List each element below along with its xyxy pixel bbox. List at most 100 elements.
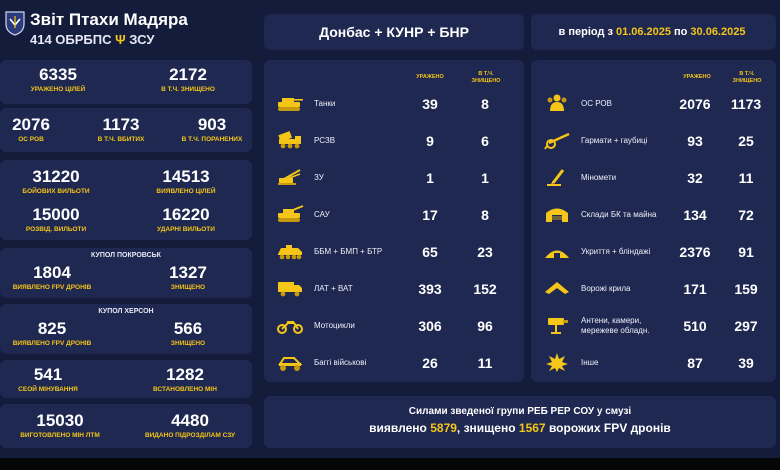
row-hit: 2076 bbox=[679, 95, 711, 112]
mortar-icon bbox=[543, 167, 571, 187]
row-name: Склади БК та майна bbox=[581, 210, 657, 219]
period-from: 01.06.2025 bbox=[615, 26, 672, 38]
row-name: Антени, камери, мережеве обладн. bbox=[581, 315, 650, 335]
row-destroyed: 8 bbox=[481, 206, 489, 223]
row-name: ББМ + БМП + БТР bbox=[314, 247, 383, 256]
report-header: Звіт Птахи Мадяра 414 ОБРБПС Ψ ЗСУ bbox=[0, 0, 260, 56]
col-destroyed-header: в т.ч. знищено bbox=[732, 71, 762, 84]
targets-table: уражено в т.ч. знищено ОС РОВ 2076 1173 … bbox=[531, 60, 776, 382]
personnel-icon bbox=[543, 93, 571, 113]
row-name: САУ bbox=[314, 210, 330, 219]
table-row: ББМ + БМП + БТР 65 23 bbox=[264, 233, 524, 270]
kherson-panel: купол херсон 825 виявлено fpv дронів 566 з… bbox=[0, 304, 252, 354]
stat-kherson-destroyed: 566 знищено bbox=[170, 319, 206, 348]
row-hit: 2376 bbox=[679, 243, 711, 260]
period-to: 30.06.2025 bbox=[690, 26, 746, 38]
targets-panel: 6335 уражено цілей 2172 в т.ч. знищено bbox=[0, 60, 252, 104]
row-destroyed: 6 bbox=[481, 132, 489, 149]
row-name: Інше bbox=[581, 358, 599, 367]
row-destroyed: 1 bbox=[481, 169, 489, 186]
period-prefix: в період з bbox=[558, 26, 613, 38]
row-hit: 510 bbox=[683, 317, 707, 334]
row-destroyed: 96 bbox=[477, 317, 493, 334]
fpv-detected: 5879 bbox=[430, 421, 457, 435]
stat-mines-issued: 4480 видано підрозділам сзу bbox=[144, 411, 236, 440]
truck-icon bbox=[276, 278, 304, 298]
manufacture-panel: 15030 виготовлено мін ЛТМ 4480 видано підр… bbox=[0, 404, 252, 448]
row-hit: 39 bbox=[422, 95, 438, 112]
stat-personnel: 2076 ос ров bbox=[12, 115, 50, 144]
row-destroyed: 39 bbox=[738, 354, 754, 371]
row-name: ЗУ bbox=[314, 173, 324, 182]
howitzer-icon bbox=[543, 130, 571, 150]
table-row: Ворожі крила 171 159 bbox=[531, 270, 776, 307]
bunker-icon bbox=[543, 241, 571, 261]
region-header: Донбас + КУНР + БНР bbox=[264, 14, 524, 50]
row-hit: 65 bbox=[422, 243, 438, 260]
bottom-bar bbox=[0, 458, 780, 470]
row-name: Мотоцикли bbox=[314, 321, 355, 330]
row-name: ОС РОВ bbox=[581, 99, 612, 108]
ew-summary-line2: виявлено 5879, знищено 1567 ворожих FPV … bbox=[369, 421, 671, 435]
table-row: Гармати + гаубиці 93 25 bbox=[531, 122, 776, 159]
row-destroyed: 152 bbox=[473, 280, 497, 297]
depot-icon bbox=[543, 204, 571, 224]
row-hit: 87 bbox=[687, 354, 703, 371]
stat-killed: 1173 в т.ч. вбитих bbox=[97, 115, 145, 144]
row-hit: 134 bbox=[683, 206, 707, 223]
row-name: Міномети bbox=[581, 173, 617, 182]
row-name: РСЗВ bbox=[314, 136, 336, 145]
row-destroyed: 72 bbox=[738, 206, 754, 223]
row-destroyed: 25 bbox=[738, 132, 754, 149]
row-hit: 32 bbox=[687, 169, 703, 186]
row-destroyed: 11 bbox=[477, 354, 493, 371]
row-destroyed: 91 bbox=[738, 243, 754, 260]
ew-summary-panel: Силами зведеної групи РЕБ РЕР СОУ у смуз… bbox=[264, 396, 776, 448]
fpv-destroyed: 1567 bbox=[518, 421, 546, 435]
row-hit: 93 bbox=[687, 132, 703, 149]
kherson-title: купол херсон bbox=[98, 308, 154, 315]
row-name: Гармати + гаубиці bbox=[581, 136, 648, 145]
pokrovsk-title: купол покровськ bbox=[91, 252, 161, 259]
trident-icon: Ψ bbox=[115, 32, 126, 47]
period-mid: по bbox=[674, 26, 688, 38]
stat-combat-sorties: 31220 бойових вильоти bbox=[22, 167, 90, 196]
stat-wounded: 903 в т.ч. поранених bbox=[181, 115, 243, 144]
ew-summary-line1: Силами зведеної групи РЕБ РЕР СОУ у смуз… bbox=[408, 406, 632, 417]
stat-targets-destroyed: 2172 в т.ч. знищено bbox=[161, 65, 215, 94]
row-destroyed: 11 bbox=[738, 169, 754, 186]
unit-suffix: ЗСУ bbox=[129, 32, 155, 47]
row-hit: 17 bbox=[422, 206, 438, 223]
table-row: Баггі військові 26 11 bbox=[264, 344, 524, 381]
stat-mines-made: 15030 виготовлено мін ЛТМ bbox=[20, 411, 100, 440]
motorcycle-icon bbox=[276, 315, 304, 335]
report-page: Звіт Птахи Мадяра 414 ОБРБПС Ψ ЗСУ 6335 у… bbox=[0, 0, 780, 458]
table-row: САУ 17 8 bbox=[264, 196, 524, 233]
row-name: Танки bbox=[314, 99, 336, 108]
apc-icon bbox=[276, 241, 304, 261]
row-hit: 9 bbox=[426, 132, 434, 149]
air-defense-icon bbox=[276, 167, 304, 187]
row-destroyed: 23 bbox=[477, 243, 493, 260]
mlrs-icon bbox=[276, 130, 304, 150]
col-destroyed-header: в т.ч. знищено bbox=[471, 71, 501, 84]
wings-icon bbox=[543, 278, 571, 298]
equipment-table: уражено в т.ч. знищено Танки 39 8 РСЗВ 9… bbox=[264, 60, 524, 382]
row-name: Баггі військові bbox=[314, 358, 367, 367]
table-row: Антени, камери, мережеве обладн. 510 297 bbox=[531, 307, 776, 344]
stat-mines-installed: 1282 встановлено мін bbox=[153, 365, 217, 394]
pokrovsk-panel: купол покровськ 1804 виявлено fpv дронів … bbox=[0, 248, 252, 298]
table-row: Мотоцикли 306 96 bbox=[264, 307, 524, 344]
row-destroyed: 297 bbox=[734, 317, 758, 334]
sorties-panel: 31220 бойових вильоти 14513 виявлено цілей… bbox=[0, 160, 252, 240]
tank-icon bbox=[276, 93, 304, 113]
other-icon bbox=[543, 352, 571, 372]
table-row: ОС РОВ 2076 1173 bbox=[531, 85, 776, 122]
stat-pokrovsk-detected: 1804 виявлено fpv дронів bbox=[12, 263, 92, 292]
row-hit: 1 bbox=[426, 169, 434, 186]
buggy-icon bbox=[276, 352, 304, 372]
brigade-emblem-icon bbox=[4, 10, 26, 36]
self-propelled-gun-icon bbox=[276, 204, 304, 224]
antenna-icon bbox=[543, 315, 571, 335]
stat-pokrovsk-destroyed: 1327 знищено bbox=[169, 263, 207, 292]
